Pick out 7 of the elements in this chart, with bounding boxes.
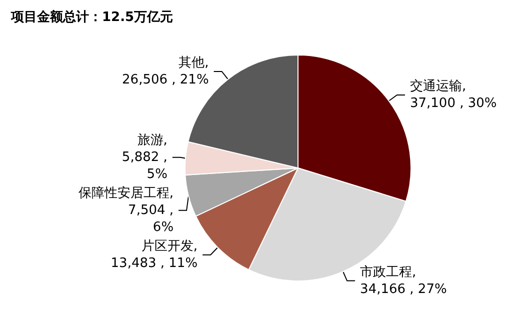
slice-label: 片区开发, 13,483 , 11% bbox=[110, 238, 198, 271]
slice-label: 交通运输, 37,100 , 30% bbox=[410, 78, 497, 111]
slice-label: 市政工程, 34,166 , 27% bbox=[360, 264, 447, 297]
slice-label: 其他, 26,506 , 21% bbox=[122, 55, 209, 88]
chart-title: 项目金额总计：12.5万亿元 bbox=[10, 9, 174, 25]
slice-label: 保障性安居工程, 7,504 , 6% bbox=[78, 184, 174, 235]
slice-label: 旅游, 5,882 , 5% bbox=[122, 132, 168, 182]
